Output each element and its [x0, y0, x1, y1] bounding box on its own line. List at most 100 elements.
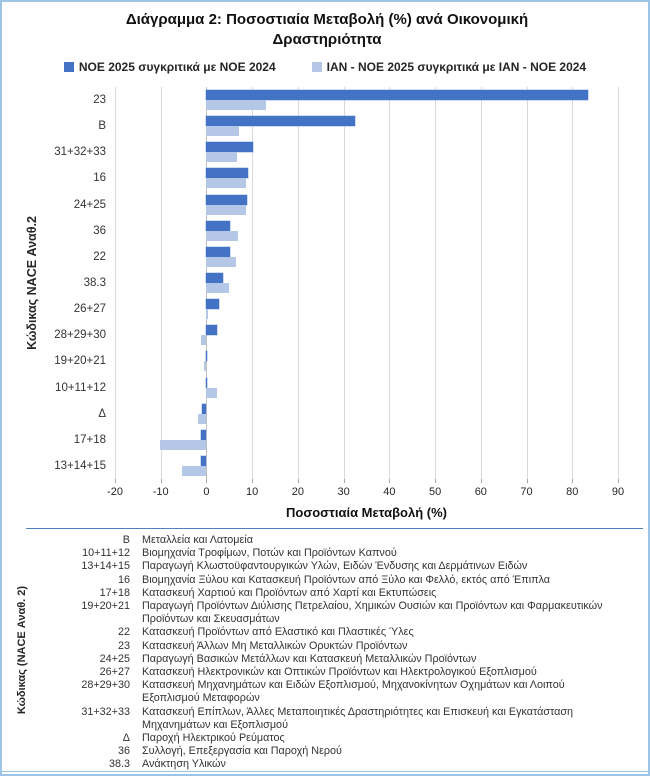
bar-series2-19+20+21 — [204, 361, 207, 372]
nace-description: Κατασκευή Ηλεκτρονικών και Οπτικών Προϊό… — [142, 666, 537, 679]
gridline — [252, 87, 254, 479]
x-axis-tick — [160, 479, 162, 483]
bar-series1-Δ — [202, 403, 207, 414]
y-category-label: 17+18 — [73, 433, 106, 446]
y-category-label: 16 — [93, 172, 106, 185]
x-tick-label: 30 — [337, 486, 350, 498]
x-tick-label: 20 — [291, 486, 305, 498]
bar-series2-26+27 — [206, 309, 209, 320]
legend-item-series1: ΝΟΕ 2025 συγκριτικά με ΝΟΕ 2024 — [63, 60, 276, 74]
x-axis-tick — [435, 479, 437, 483]
series1-swatch-icon — [63, 62, 74, 72]
nace-description: Συλλογή, Επεξεργασία και Παροχή Νερού — [142, 745, 342, 758]
bar-series2-38.3 — [206, 283, 230, 293]
y-category-label: 13+14+15 — [54, 459, 106, 472]
nace-description: Κατασκευή Μηχανημάτων και Ειδών Εξοπλισμ… — [142, 679, 565, 705]
bar-series1-16 — [206, 168, 249, 179]
gridline — [572, 87, 574, 479]
nace-description: Παραγωγή Προϊόντων Διύλισης Πετρελαίου, … — [142, 600, 603, 626]
bar-series2-Δ — [197, 413, 207, 424]
nace-code: 26+27 — [99, 666, 130, 679]
y-category-label: 23 — [93, 94, 106, 107]
gridline — [297, 87, 299, 479]
x-tick-label: 0 — [203, 486, 210, 498]
nace-description: Παραγωγή Βασικών Μετάλλων και Κατασκευή … — [142, 652, 477, 665]
bar-series1-13+14+15 — [201, 455, 207, 466]
gridline — [389, 87, 391, 479]
nace-code: 36 — [117, 745, 130, 758]
bar-series2-31+32+33 — [206, 152, 237, 163]
chart-x-axis-title: Ποσοστιαία Μεταβολή (%) — [286, 505, 447, 520]
x-tick-label: 50 — [428, 486, 442, 498]
bar-series1-36 — [206, 220, 231, 231]
bar-series2-36 — [206, 230, 239, 241]
x-axis-tick — [480, 479, 482, 483]
code-table-row: 10+11+12 Βιομηχανία Τροφίμων, Ποτών και Π… — [60, 547, 640, 560]
gridline — [160, 87, 162, 479]
nace-code: 13+14+15 — [81, 560, 130, 573]
nace-code: 31+32+33 — [81, 705, 130, 718]
y-category-label: 38.3 — [83, 277, 106, 289]
code-table-row: 16 Βιομηχανία Ξύλου και Κατασκευή Προϊόντ… — [60, 574, 640, 587]
nace-code-table: B Μεταλλεία και Λατομεία 10+11+12 Βιομηχανί… — [60, 534, 640, 772]
x-tick-label: 60 — [474, 486, 487, 498]
nace-description: Κατασκευή Άλλων Μη Μεταλλικών Ορυκτών Πρ… — [142, 639, 408, 652]
x-tick-label: 10 — [246, 486, 259, 498]
bar-series1-19+20+21 — [206, 351, 207, 362]
nace-code: Δ — [122, 732, 130, 745]
gridline — [115, 87, 116, 479]
bottom-divider — [2, 771, 648, 772]
chart-title: Διάγραμμα 2: Ποσοστιαία Μεταβολή (%) ανά… — [125, 11, 529, 48]
x-axis-tick — [618, 479, 619, 483]
nace-code: 24+25 — [99, 652, 130, 665]
nace-code: 10+11+12 — [82, 547, 130, 560]
x-tick-label: 70 — [520, 486, 533, 498]
bar-series2-10+11+12 — [206, 387, 218, 398]
y-category-label: 28+29+30 — [54, 329, 106, 342]
nace-description: Παραγωγή Κλωστοϋφαντουργικών Υλών, Ειδών… — [142, 560, 528, 573]
bar-series2-B — [206, 126, 240, 137]
bar-series2-28+29+30 — [200, 335, 207, 346]
y-category-label: Δ — [98, 407, 106, 420]
x-tick-label: 90 — [611, 486, 625, 498]
bar-series1-38.3 — [206, 273, 224, 283]
y-category-label: 24+25 — [73, 198, 106, 211]
bar-series1-31+32+33 — [206, 142, 254, 153]
y-category-label: 36 — [93, 224, 106, 237]
x-axis-tick — [572, 479, 574, 483]
legend-item-series2: ΙΑΝ - ΝΟΕ 2025 συγκριτικά με ΙΑΝ - ΝΟΕ 2… — [311, 60, 587, 74]
nace-code: B — [122, 534, 130, 546]
bar-series1-28+29+30 — [206, 325, 218, 336]
x-axis-tick — [389, 479, 391, 483]
x-axis-tick — [206, 479, 208, 483]
y-category-label: 26+27 — [73, 303, 106, 316]
x-axis-tick — [526, 479, 528, 483]
code-table-row: 36 Συλλογή, Επεξεργασία και Παροχή Νερού — [60, 745, 640, 758]
nace-code: 17+18 — [99, 586, 130, 599]
nace-description: Ανάκτηση Υλικών — [142, 758, 226, 771]
gridline — [618, 87, 619, 479]
code-table-row: 38.3 Ανάκτηση Υλικών — [60, 758, 640, 771]
y-category-label: 31+32+33 — [54, 146, 106, 159]
code-table-row: 19+20+21 Παραγωγή Προϊόντων Διύλισης Πετρ… — [60, 600, 640, 626]
gridline — [343, 87, 345, 479]
nace-description: Κατασκευή Προϊόντων από Ελαστικό και Πλα… — [142, 626, 414, 639]
code-table-axis-title: Κώδικας (NACE Αναθ. 2) — [16, 585, 28, 715]
chart-legend: ΝΟΕ 2025 συγκριτικά με ΝΟΕ 2024 ΙΑΝ - ΝΟ… — [2, 60, 648, 74]
legend-series2-label: ΙΑΝ - ΝΟΕ 2025 συγκριτικά με ΙΑΝ - ΝΟΕ 2… — [326, 60, 587, 74]
code-table-row: 26+27 Κατασκευή Ηλεκτρονικών και Οπτικών … — [60, 666, 640, 679]
gridline — [435, 87, 437, 479]
bar-series2-17+18 — [160, 439, 207, 450]
x-tick-label: 80 — [566, 486, 579, 498]
x-tick-label: 40 — [383, 486, 396, 498]
bar-series1-22 — [206, 246, 230, 257]
nace-description: Κατασκευή Χαρτιού και Προϊόντων από Χαρτ… — [142, 586, 437, 599]
bar-series2-13+14+15 — [181, 465, 207, 476]
x-axis-tick — [343, 479, 345, 483]
x-tick-label: -20 — [107, 486, 123, 498]
bar-series1-17+18 — [201, 429, 207, 440]
y-category-label: 22 — [93, 250, 106, 263]
legend-series1-label: ΝΟΕ 2025 συγκριτικά με ΝΟΕ 2024 — [78, 60, 276, 74]
nace-code: 23 — [117, 639, 130, 652]
